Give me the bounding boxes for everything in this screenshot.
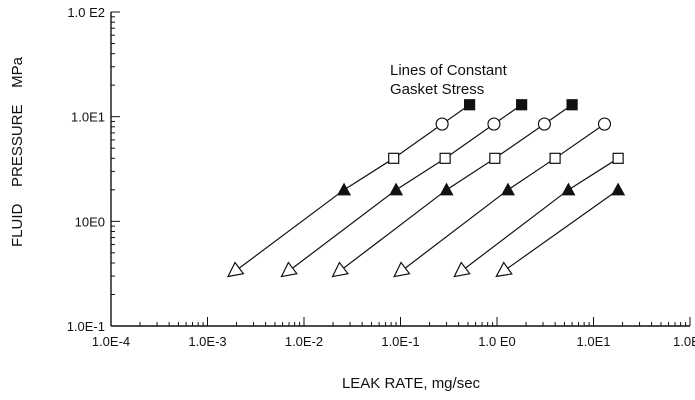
open-triangle-marker: [453, 261, 471, 278]
series-5: [453, 152, 624, 278]
x-tick-label: 1.0E-4: [92, 334, 130, 349]
filled-square-marker: [463, 99, 476, 111]
chart-annotation: Lines of Constant Gasket Stress: [390, 62, 511, 98]
open-circle-marker: [435, 117, 449, 131]
open-square-marker: [489, 152, 501, 164]
y-tick-label: 10E0: [75, 214, 105, 229]
open-triangle-marker: [495, 261, 513, 278]
series-line: [460, 157, 619, 273]
series-line: [502, 189, 619, 273]
series-4: [393, 117, 612, 278]
series-group: [226, 99, 626, 278]
series-3: [331, 99, 578, 278]
x-tick-label: 1.0E-3: [188, 334, 226, 349]
open-circle-marker: [487, 117, 501, 131]
annotation-line-1: Lines of Constant: [390, 62, 508, 79]
x-tick-label: 1.0E2: [673, 334, 695, 349]
x-tick-label: 1.0E1: [577, 334, 611, 349]
series-line: [400, 123, 605, 273]
open-circle-marker: [597, 117, 612, 131]
filled-triangle-marker: [337, 182, 352, 196]
minor-ticks: [111, 16, 687, 326]
x-tick-label: 1.0 E0: [478, 334, 516, 349]
y-tick-label: 1.0E1: [71, 110, 105, 125]
open-triangle-marker: [393, 261, 411, 278]
open-square-marker: [388, 152, 400, 164]
filled-triangle-marker: [439, 182, 454, 196]
filled-triangle-marker: [500, 182, 516, 196]
y-tick-label: 1.0 E2: [67, 5, 105, 20]
series-1: [226, 99, 476, 278]
open-triangle-marker: [226, 261, 245, 278]
filled-triangle-marker: [611, 182, 626, 196]
axes: [110, 12, 690, 327]
series-6: [495, 182, 626, 278]
filled-triangle-marker: [561, 182, 576, 196]
open-square-marker: [439, 152, 451, 164]
x-axis-title: LEAK RATE, mg/sec: [342, 375, 481, 392]
x-tick-label: 1.0E-1: [381, 334, 419, 349]
filled-square-marker: [516, 99, 528, 111]
open-square-marker: [549, 152, 561, 164]
series-line: [287, 104, 522, 273]
open-triangle-marker: [280, 261, 298, 278]
annotation-line-2: Gasket Stress: [390, 81, 484, 98]
series-2: [280, 99, 528, 278]
tick-labels: 1.0E-4 1.0E-3 1.0E-2 1.0E-1 1.0 E0 1.0E1 1.0E2…: [67, 5, 695, 349]
x-tick-label: 1.0E-2: [285, 334, 323, 349]
major-ticks: [110, 11, 691, 327]
open-circle-marker: [537, 117, 552, 131]
open-triangle-marker: [331, 261, 349, 278]
filled-triangle-marker: [389, 182, 404, 196]
filled-square-marker: [566, 99, 578, 111]
y-axis-title: FLUID PRESSURE MPa: [9, 56, 26, 247]
open-square-marker: [612, 152, 624, 164]
y-tick-label: 1.0E-1: [67, 319, 105, 334]
